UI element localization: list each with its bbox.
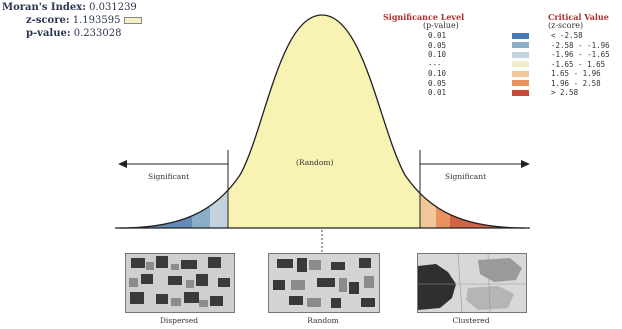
legend-p-value: --- bbox=[428, 59, 442, 69]
clustered-pattern-map bbox=[417, 253, 527, 313]
legend-z-range: -2.58 - -1.96 bbox=[551, 40, 610, 50]
random-pattern-graphic bbox=[269, 254, 379, 312]
p-value-label: p-value: bbox=[26, 28, 71, 39]
dispersed-pattern-map bbox=[125, 253, 235, 313]
legend-p-value: 0.01 bbox=[428, 88, 447, 97]
legend-p-value: 0.10 bbox=[428, 69, 447, 78]
clustered-label: Clustered bbox=[452, 316, 490, 325]
p-value-value: 0.233028 bbox=[73, 28, 122, 39]
legend-color-swatch bbox=[512, 32, 529, 39]
legend-z-range: > 2.58 bbox=[551, 88, 579, 97]
morans-index-label: Moran's Index: bbox=[2, 2, 86, 13]
legend-z-range: 1.96 - 2.58 bbox=[551, 78, 601, 88]
significance-level-subtitle: (p-value) bbox=[423, 21, 459, 30]
legend-z-range: -1.96 - -1.65 bbox=[551, 50, 610, 59]
bell-curve-line bbox=[119, 14, 526, 229]
legend-z-range: < -2.58 bbox=[551, 31, 583, 40]
morans-index-value: 0.031239 bbox=[89, 2, 137, 13]
significance-level-title: Significance Level bbox=[383, 12, 465, 22]
random-pattern-label: Random bbox=[307, 316, 339, 325]
legend-color-swatch bbox=[512, 70, 529, 77]
clustered-pattern-graphic bbox=[418, 254, 526, 312]
critical-value-title: Critical Value bbox=[548, 12, 609, 22]
dispersed-pattern-graphic bbox=[126, 254, 234, 312]
random-label: (Random) bbox=[296, 158, 334, 167]
legend-p-value: 0.10 bbox=[428, 50, 447, 59]
legend-p-value: 0.05 bbox=[428, 40, 447, 50]
p-value-line: p-value: 0.233028 bbox=[26, 28, 121, 39]
legend-color-swatch bbox=[512, 61, 529, 67]
random-pattern-map bbox=[268, 253, 380, 313]
critical-value-subtitle: (z-score) bbox=[548, 21, 584, 30]
left-arrow-head bbox=[118, 160, 127, 168]
dispersed-label: Dispersed bbox=[159, 316, 199, 325]
legend-z-range: -1.65 - 1.65 bbox=[551, 59, 606, 69]
left-region-005 bbox=[192, 15, 210, 228]
z-score-marker bbox=[123, 17, 142, 24]
legend-color-swatch bbox=[512, 51, 529, 58]
legend-color-swatch bbox=[512, 89, 529, 96]
legend-p-value: 0.01 bbox=[428, 31, 447, 40]
legend-z-range: 1.65 - 1.96 bbox=[551, 69, 601, 78]
significant-left-label: Significant bbox=[148, 172, 190, 181]
center-region-fill bbox=[120, 15, 525, 228]
z-score-label: z-score: bbox=[26, 15, 70, 26]
legend-color-swatch bbox=[512, 42, 529, 48]
z-score-line: z-score: 1.193595 bbox=[26, 15, 142, 26]
legend-p-value: 0.05 bbox=[428, 78, 447, 88]
legend-color-swatch bbox=[512, 80, 529, 86]
z-score-value: 1.193595 bbox=[72, 15, 121, 26]
left-region-010 bbox=[210, 15, 228, 228]
morans-index-line: Moran's Index: 0.031239 bbox=[2, 2, 137, 13]
right-arrow-head bbox=[521, 160, 530, 168]
left-region-001 bbox=[120, 15, 192, 228]
significant-right-label: Significant bbox=[445, 172, 487, 181]
